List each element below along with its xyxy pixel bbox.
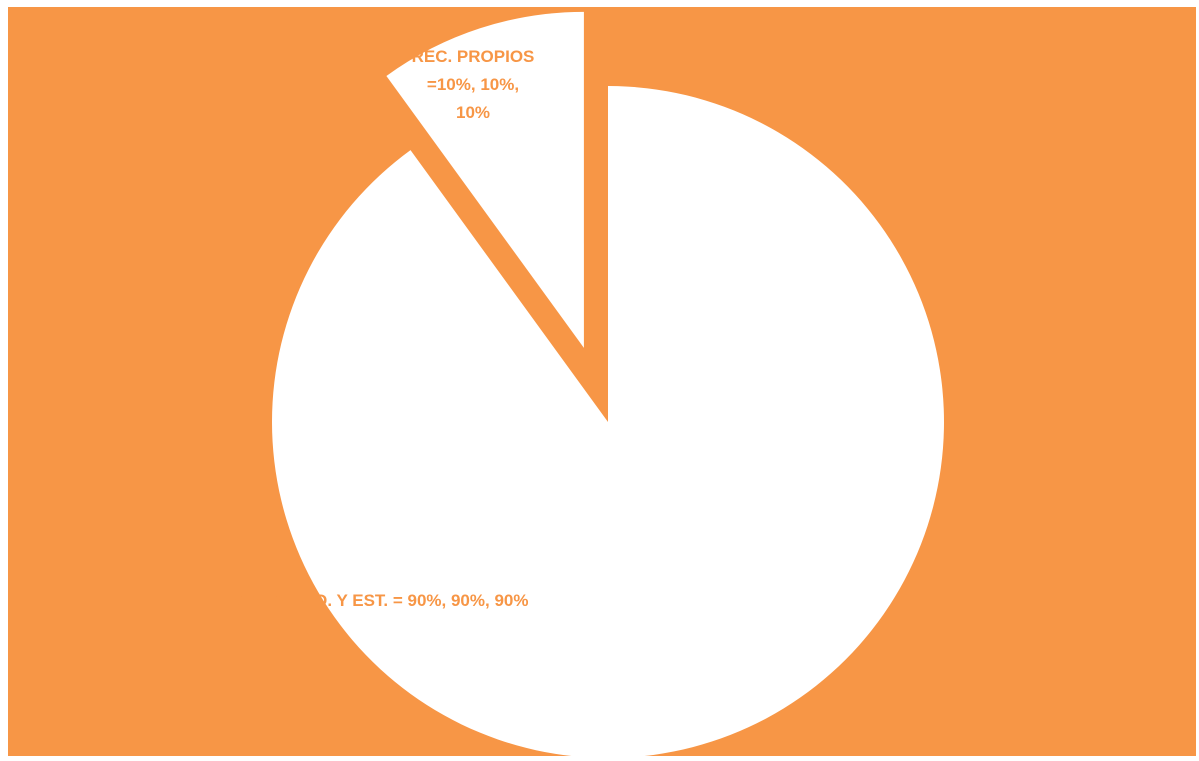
- pie-slice-rec-propios: [386, 11, 584, 348]
- data-label-line: REC. PROPIOS: [412, 47, 535, 66]
- chart-area: REC. PROPIOS =10%, 10%, 10% PARTS. FED. Y E…: [8, 7, 1196, 756]
- data-label-rec-propios: REC. PROPIOS =10%, 10%, 10%: [412, 47, 535, 122]
- data-label-parts-fed-y-est: PARTS. FED. Y EST. = 90%, 90%, 90%: [228, 591, 529, 610]
- data-label-line: PARTS. FED. Y EST. = 90%, 90%, 90%: [228, 591, 529, 610]
- pie-slices: [272, 11, 944, 756]
- pie-labels: REC. PROPIOS =10%, 10%, 10% PARTS. FED. Y E…: [228, 47, 535, 610]
- data-label-line: =10%, 10%,: [427, 75, 519, 94]
- data-label-line: 10%: [456, 103, 490, 122]
- pie-chart: REC. PROPIOS =10%, 10%, 10% PARTS. FED. Y E…: [8, 7, 1196, 756]
- pie-slice-parts-fed-y-est: [272, 86, 944, 756]
